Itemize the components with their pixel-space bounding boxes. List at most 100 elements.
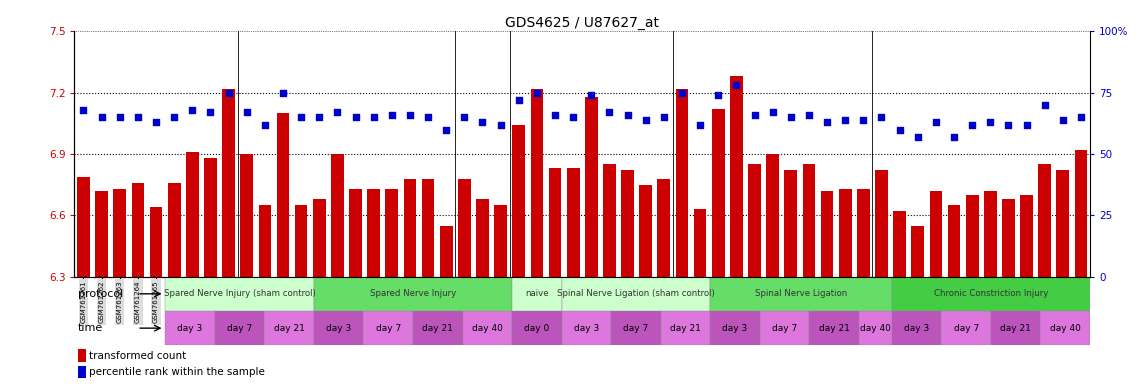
Text: time: time (78, 323, 103, 333)
Text: day 7: day 7 (623, 324, 648, 333)
Bar (512, 311, 561, 345)
Point (909, 134, 927, 140)
Point (546, 112, 564, 118)
Bar (585, 97, 598, 276)
Text: day 21: day 21 (819, 324, 850, 333)
Bar (941, 311, 990, 345)
Bar (77, 177, 89, 276)
Point (945, 134, 963, 140)
Title: GDS4625 / U87627_at: GDS4625 / U87627_at (505, 17, 660, 30)
Bar (331, 154, 344, 276)
Bar (440, 225, 452, 276)
Bar (313, 199, 325, 276)
Bar (513, 126, 526, 276)
Point (401, 112, 419, 118)
Point (600, 109, 618, 116)
Bar (760, 311, 810, 345)
Point (564, 114, 583, 120)
Text: day 7: day 7 (772, 324, 797, 333)
Text: percentile rank within the sample: percentile rank within the sample (89, 367, 266, 377)
Point (510, 97, 528, 103)
Point (818, 119, 836, 125)
Bar (132, 183, 144, 276)
Bar (113, 189, 126, 276)
Bar (839, 189, 852, 276)
Bar (368, 189, 380, 276)
Point (202, 109, 220, 116)
Text: day 21: day 21 (274, 324, 305, 333)
Point (690, 122, 709, 128)
Point (1000, 122, 1018, 128)
Bar (495, 205, 507, 276)
Bar (1020, 195, 1033, 276)
Text: naive: naive (526, 289, 548, 298)
Bar (875, 170, 887, 276)
Bar (603, 164, 616, 276)
Bar (240, 154, 253, 276)
Bar (458, 179, 471, 276)
Point (981, 119, 1000, 125)
Point (528, 90, 546, 96)
Point (165, 114, 183, 120)
Point (926, 119, 945, 125)
Point (329, 109, 347, 116)
Bar (990, 311, 1041, 345)
Bar (712, 109, 725, 276)
Bar (168, 183, 181, 276)
Point (709, 92, 727, 98)
Bar (661, 311, 710, 345)
Point (74, 107, 93, 113)
Bar (277, 113, 290, 276)
Bar (710, 311, 760, 345)
Point (147, 119, 165, 125)
Point (673, 90, 692, 96)
Bar (810, 311, 859, 345)
Point (727, 82, 745, 88)
Bar (984, 191, 996, 276)
Bar (821, 191, 834, 276)
Bar (657, 179, 670, 276)
Bar (567, 168, 579, 276)
Text: day 3: day 3 (905, 324, 930, 333)
Bar (784, 170, 797, 276)
Text: day 3: day 3 (177, 324, 203, 333)
Point (437, 126, 456, 132)
Point (854, 117, 872, 123)
Bar (948, 205, 961, 276)
Bar (694, 209, 706, 276)
Bar (748, 164, 761, 276)
Point (782, 114, 800, 120)
Text: day 3: day 3 (722, 324, 748, 333)
Bar (95, 191, 108, 276)
Point (1053, 117, 1072, 123)
Bar (421, 179, 434, 276)
Bar (150, 207, 163, 276)
Bar (363, 311, 413, 345)
Bar (893, 211, 906, 276)
Text: day 3: day 3 (574, 324, 599, 333)
Point (891, 126, 909, 132)
Bar (259, 205, 271, 276)
Bar (314, 276, 512, 311)
Point (128, 114, 147, 120)
Bar (892, 276, 1090, 311)
Point (220, 90, 238, 96)
Bar (512, 276, 561, 311)
Bar (222, 89, 235, 276)
Bar (803, 164, 815, 276)
Point (183, 107, 202, 113)
Point (491, 122, 510, 128)
Bar (856, 189, 870, 276)
Bar (892, 311, 941, 345)
Point (836, 117, 854, 123)
Point (382, 112, 401, 118)
Text: transformed count: transformed count (89, 351, 187, 361)
Point (582, 92, 600, 98)
Point (292, 114, 310, 120)
Text: day 7: day 7 (954, 324, 979, 333)
Text: day 21: day 21 (423, 324, 453, 333)
Point (255, 122, 274, 128)
Bar (561, 311, 611, 345)
Text: protocol: protocol (78, 289, 123, 299)
Bar (930, 191, 942, 276)
